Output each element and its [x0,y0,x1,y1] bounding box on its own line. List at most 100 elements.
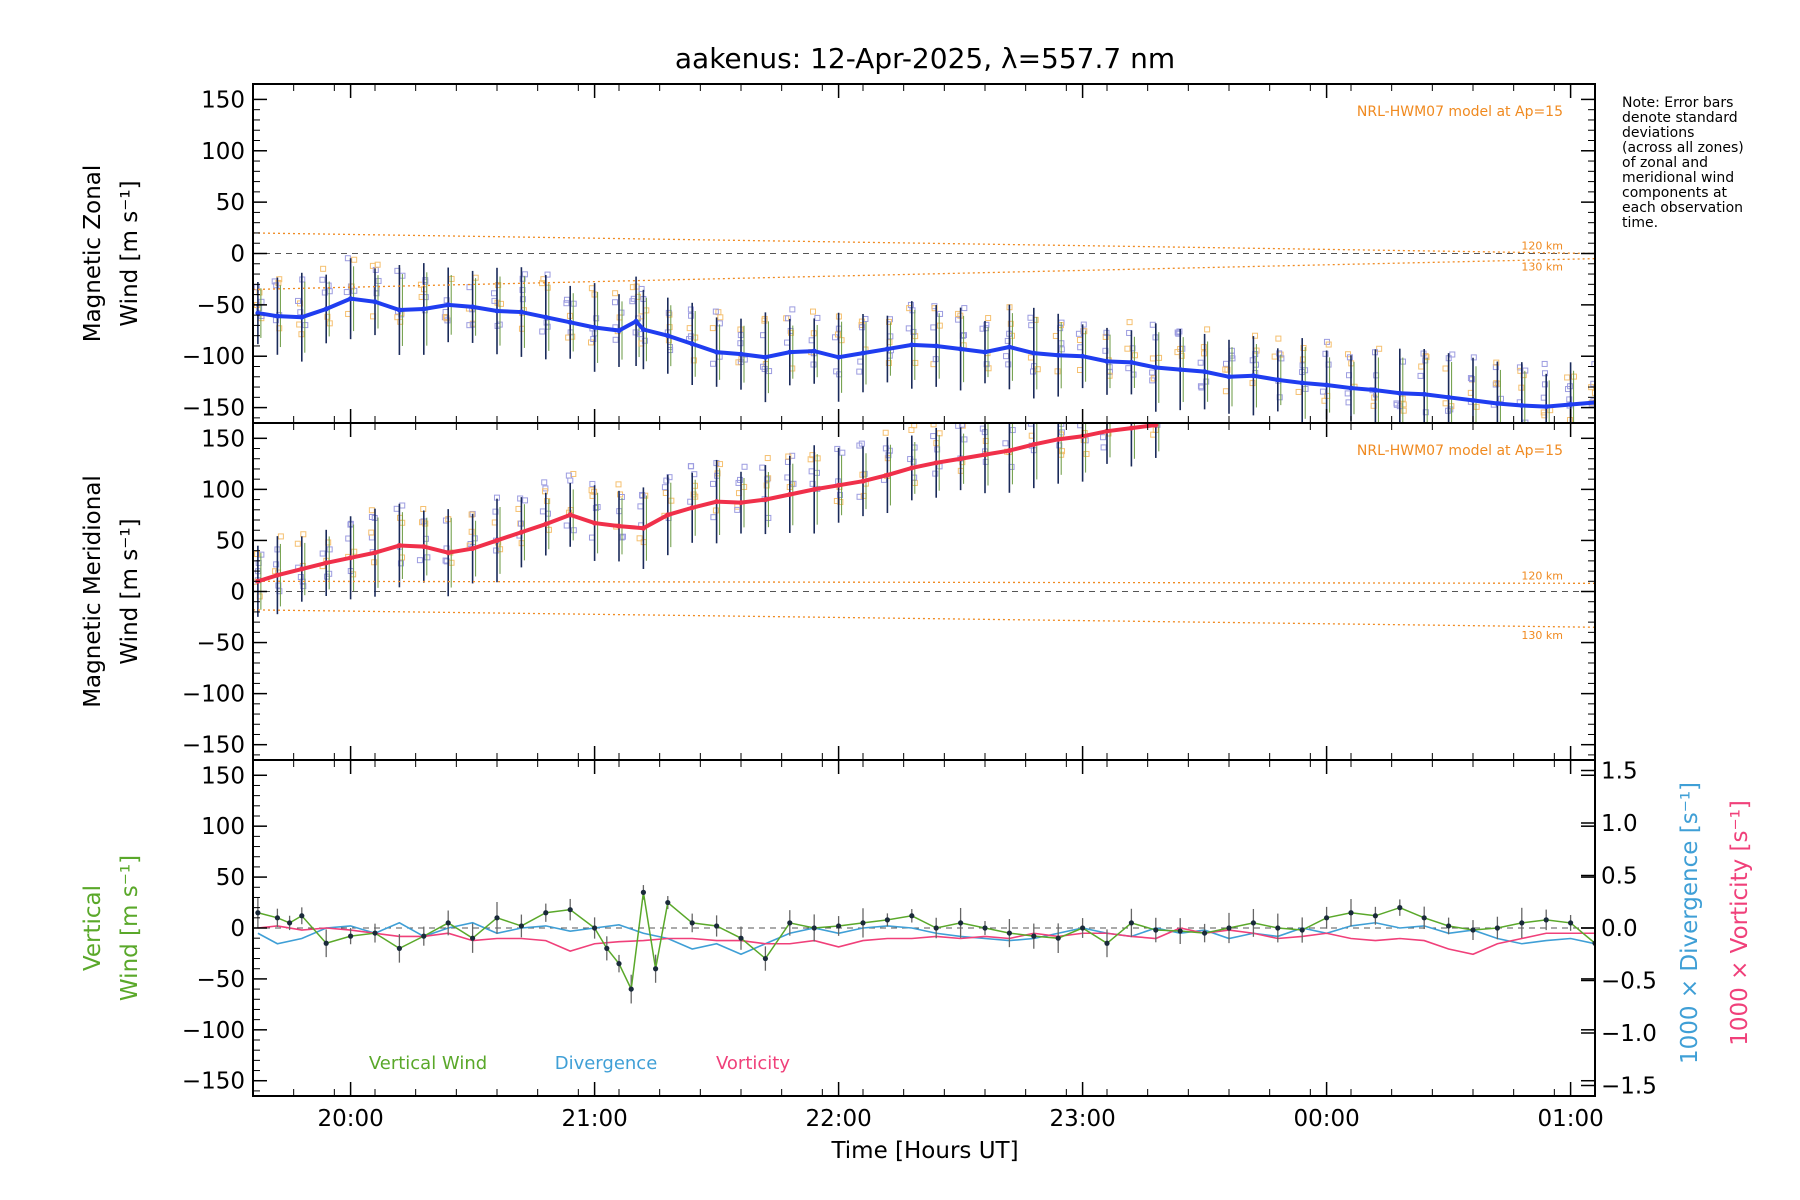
zone-sample-point [1276,350,1283,357]
zone-sample-point [858,440,865,447]
zone-sample-point [712,308,719,315]
zone-sample-point [1056,442,1063,449]
zone-sample-point [491,290,498,297]
vertical-wind-point [689,920,695,926]
note-line: meridional wind [1622,170,1735,186]
zone-sample-point [912,359,919,366]
series-point [1421,391,1427,397]
zone-sample-point [814,314,821,321]
zone-sample-point [717,461,724,468]
zone-sample-point [961,305,968,312]
x-tick-label: 23:00 [1049,1106,1115,1132]
series-point [787,491,793,497]
series-point [1153,423,1159,428]
vertical-wind-point [396,945,402,951]
series-point [445,550,451,556]
series-line [257,296,1595,409]
series-point [567,512,573,518]
zone-sample-point [519,286,526,293]
zone-sample-point [563,522,570,529]
zone-sample-point [936,322,943,329]
vertical-wind-point [1421,915,1427,921]
zone-sample-point [1126,417,1131,422]
zone-sample-point [570,527,577,534]
vertical-wind-point [1348,910,1354,916]
zone-sample-point [985,365,992,372]
x-tick-label: 21:00 [561,1106,627,1132]
vertical-wind-point [811,925,817,931]
zone-sample-point [1156,402,1161,407]
series-point [1324,382,1330,388]
zone-sample-point [737,476,744,483]
vertical-wind-point [933,925,939,931]
vorticity-line [257,925,1595,956]
note-text: Note: Error bars denote standard deviation… [1622,96,1792,231]
vertical-wind-point [1202,930,1208,936]
zone-sample-point [443,297,450,304]
legend-entry: Divergence [555,1053,658,1074]
vertical-wind-point [762,955,769,962]
zone-sample-point [1004,337,1011,344]
vertical-wind-point [1080,925,1086,931]
series-point [470,546,476,552]
zone-sample-point [1325,341,1332,348]
series-line [257,423,1157,584]
series-point [1104,428,1110,434]
zone-sample-point [930,423,937,428]
note-line: (across all zones) [1622,140,1744,156]
zone-sample-point [783,315,790,322]
series-point [1299,380,1305,386]
zone-sample-point [709,325,716,332]
zone-sample-point [589,480,596,487]
vertical-wind-point [640,889,647,895]
zone-sample-point [374,261,381,268]
x-tick-label: 20:00 [317,1106,383,1132]
vertical-wind-point [982,925,988,931]
zone-sample-point [521,271,528,278]
zone-sample-point [539,328,546,335]
vertical-wind-point [909,913,915,919]
zone-sample-point [1473,403,1480,410]
zone-sample-point [492,508,499,515]
zone-sample-point [1124,345,1131,352]
zone-sample-point [1300,344,1307,351]
model-alt-label: 130 km [1521,629,1563,642]
zone-sample-point [294,297,301,304]
vertical-wind-point [714,923,720,929]
series-point [1568,402,1574,408]
y-tick-label: 50 [216,190,245,216]
y-tick-label: −150 [182,733,245,759]
series-point [348,555,354,561]
zone-sample-point [661,484,668,491]
zone-sample-point [590,336,597,343]
series-point [616,523,622,529]
zone-sample-point [932,470,939,477]
zone-sample-point [1492,364,1499,371]
zone-sample-point [710,514,717,521]
zone-sample-point [1149,355,1156,362]
zone-sample-point [368,534,375,541]
series-point [1202,369,1208,375]
zone-sample-point [1422,409,1429,416]
zone-sample-point [522,497,529,504]
y-tick-label: −150 [182,396,245,422]
zone-sample-point [1346,354,1353,361]
vertical-wind-point [1275,925,1281,931]
vertical-wind-point [1153,927,1159,933]
zone-sample-point [1007,320,1014,327]
y2-tick-label: −0.5 [1601,969,1657,995]
vertical-wind-point [323,940,329,946]
zone-sample-point [687,333,694,340]
zone-sample-point [688,463,695,470]
series-point [1031,441,1037,447]
vertical-wind-point [1543,917,1549,923]
y-tick-label: 150 [201,763,245,789]
zone-sample-point [593,315,600,322]
series-point [445,302,451,308]
zone-sample-point [789,452,796,459]
zone-sample-point [1058,346,1065,353]
zone-sample-point [493,547,500,554]
zone-sample-point [1003,353,1010,360]
panel-vertical: 150 100 50 0 −50 −100 −150 Vertical Wind [m s⁻¹]… [80,759,1753,1100]
zone-sample-point [468,528,475,535]
